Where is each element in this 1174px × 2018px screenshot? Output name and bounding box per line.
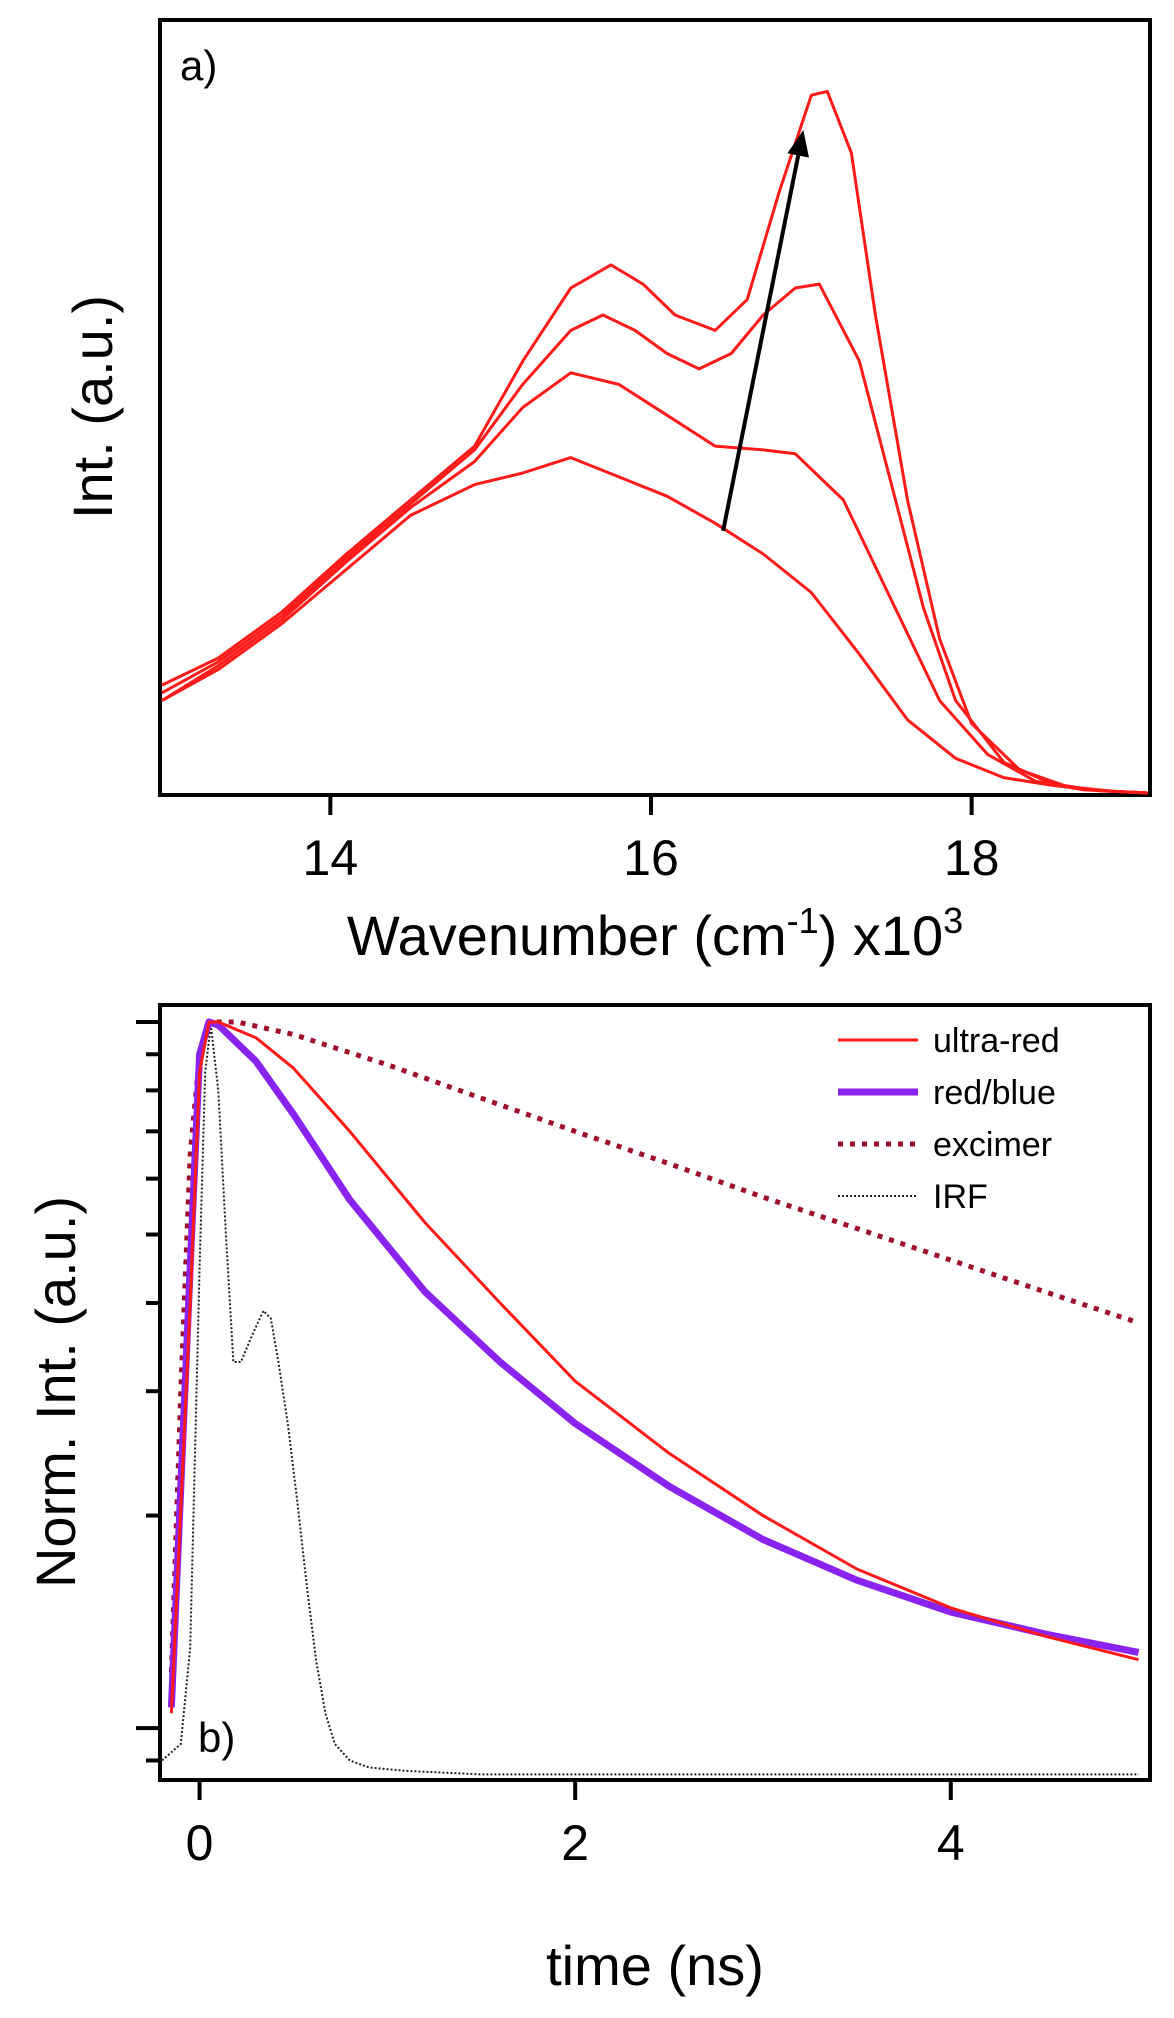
legend-label-excimer: excimer: [933, 1126, 1052, 1164]
panel-a-spectra: 14 16 18 a) Int. (a.u.) Wavenumber (cm-1) …: [61, 18, 1152, 967]
panel-b-legend: ultra-red red/blue excimer IRF: [838, 1022, 1060, 1216]
panel-b-plot-frame: [158, 1003, 1152, 1782]
panel-a-series-layer: [161, 89, 1149, 795]
panel-a-x-tick-label: 18: [944, 830, 1000, 886]
panel-b-label: b): [198, 1714, 235, 1761]
panel-b-series-layer: [161, 1018, 1140, 1776]
panel-a-x-axis-label: Wavenumber (cm-1) x103: [347, 900, 963, 967]
legend-label-IRF: IRF: [933, 1178, 988, 1216]
panel-b-series-red-blue: [167, 1018, 1140, 1708]
panel-a-spectrum-4: [161, 89, 1149, 795]
legend-label-red-blue: red/blue: [933, 1074, 1056, 1112]
panel-b-x-tick-label: 4: [937, 1815, 965, 1871]
panel-a-x-tick-label: 16: [623, 830, 679, 886]
panel-a-label: a): [180, 42, 217, 89]
panel-a-spectrum-3: [161, 282, 1149, 795]
panel-a-x-ticks: 14 16 18: [303, 795, 1000, 886]
panel-b-x-tick-label: 0: [186, 1815, 214, 1871]
panel-b-y-axis-label: Norm. Int. (a.u.): [24, 1196, 87, 1588]
panel-b-x-ticks: 0 2 4: [186, 1780, 965, 1871]
panel-a-arrow: [721, 155, 801, 532]
panel-a-spectrum-1: [161, 456, 1149, 795]
panel-a-arrow-head: [787, 129, 809, 158]
panel-a-plot-frame: [158, 18, 1152, 797]
panel-b-series-ultra-red: [169, 1020, 1139, 1714]
panel-b-x-tick-label: 2: [561, 1815, 589, 1871]
legend-label-ultra-red: ultra-red: [933, 1022, 1060, 1060]
panel-a-x-tick-label: 14: [303, 830, 359, 886]
panel-a-spectrum-2: [161, 371, 1149, 795]
panel-b-series-excimer: [168, 1019, 1140, 1673]
panel-a-y-axis-label: Int. (a.u.): [61, 295, 124, 519]
panel-b-x-axis-label: time (ns): [546, 1934, 764, 1997]
panel-b-series-IRF: [161, 1024, 1139, 1776]
panel-b-decays: 0 2 4 b) ultra-red red/blue excimer IRF Norm.…: [24, 1003, 1152, 1997]
panel-b-y-ticks: [136, 1019, 160, 1763]
